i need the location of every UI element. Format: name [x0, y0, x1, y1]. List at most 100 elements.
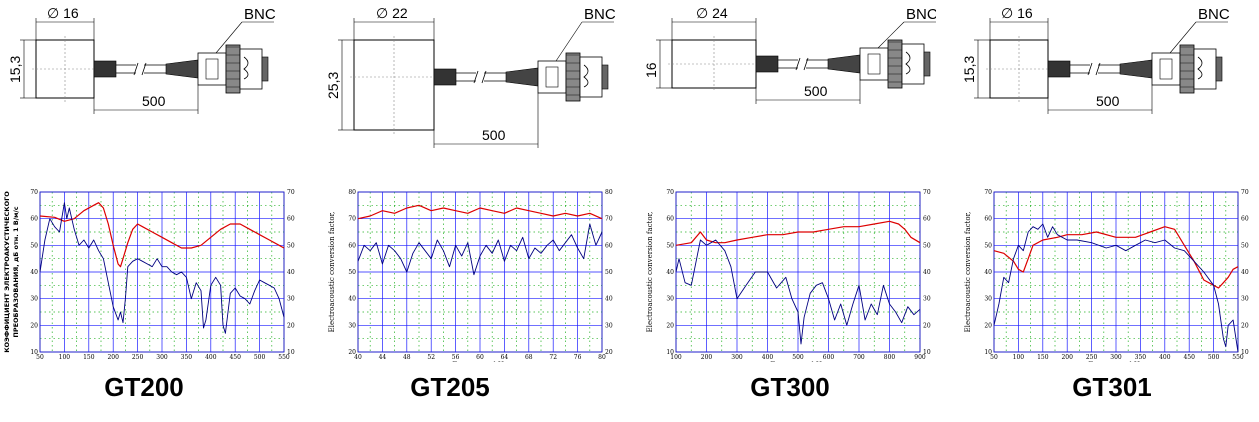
- x-tick-label: 200: [1061, 354, 1073, 361]
- connector-detail: [867, 53, 881, 75]
- model-label: GT205: [410, 372, 490, 402]
- y2-tick-label: 10: [1241, 349, 1249, 356]
- x-tick-label: 450: [229, 354, 241, 361]
- sensor-gt205: ∅ 22 25,3 BNC 500 40 44 48 52 56 60 64 68 72 76 80 20 2…: [318, 0, 618, 422]
- y-tick-label: 30: [984, 296, 992, 303]
- y2-tick-label: 20: [923, 322, 931, 329]
- y2-tick-label: 50: [923, 242, 931, 249]
- x-tick-label: 550: [278, 354, 290, 361]
- bnc-bayonet: [239, 48, 263, 90]
- x-tick-label: 60: [476, 354, 484, 361]
- series-line-blue: [993, 223, 1239, 353]
- sensor-drawing: ∅ 16 15,3 BNC 500: [961, 5, 1230, 114]
- cable-length-dimension: 500: [804, 83, 828, 99]
- x-tick-label: 550: [1232, 354, 1244, 361]
- x-axis-label: Frequency, kHz: [770, 361, 826, 362]
- y-tick-label: 70: [348, 216, 356, 223]
- y-axis-label: Electroacoustic conversion factor,: [328, 212, 336, 333]
- height-dimension: 25,3: [325, 72, 341, 99]
- height-dimension: 15,3: [7, 56, 23, 83]
- series-line-blue: [357, 223, 603, 276]
- sensor-drawing: ∅ 24 16 BNC 500: [643, 5, 936, 104]
- connector-detail: [205, 58, 219, 80]
- y2-tick-label: 80: [605, 189, 613, 196]
- y-tick-label: 20: [30, 322, 38, 329]
- y2-tick-label: 30: [605, 322, 613, 329]
- y2-tick-label: 70: [1241, 189, 1249, 196]
- x-tick-label: 150: [1037, 354, 1049, 361]
- y-tick-label: 60: [984, 216, 992, 223]
- sensor-gt300: ∅ 24 16 BNC 500 100 200 300 400 500 600 700 800 900…: [636, 0, 936, 422]
- y2-tick-label: 40: [923, 269, 931, 276]
- y2-tick-label: 40: [1241, 269, 1249, 276]
- y2-tick-label: 20: [287, 322, 295, 329]
- height-dimension: 16: [643, 62, 659, 78]
- y-tick-label: 10: [30, 349, 38, 356]
- x-tick-label: 700: [853, 354, 865, 361]
- y2-tick-label: 30: [923, 296, 931, 303]
- x-tick-label: 300: [156, 354, 168, 361]
- bayonet-slot: [1197, 56, 1203, 80]
- y-tick-label: 20: [348, 349, 356, 356]
- x-tick-label: 100: [670, 354, 682, 361]
- y-tick-label: 30: [348, 322, 356, 329]
- x-tick-label: 40: [354, 354, 362, 361]
- diameter-dimension: ∅ 24: [696, 5, 728, 21]
- y-tick-label: 50: [348, 269, 356, 276]
- connector-boot: [165, 59, 199, 79]
- y-tick-label: 60: [30, 216, 38, 223]
- x-tick-label: 500: [1208, 354, 1220, 361]
- x-tick-label: 48: [403, 354, 411, 361]
- x-tick-label: 350: [1135, 354, 1147, 361]
- model-label: GT200: [104, 372, 184, 402]
- y2-tick-label: 20: [1241, 322, 1249, 329]
- y-tick-label: 10: [666, 349, 674, 356]
- series-line-blue: [675, 239, 921, 345]
- x-tick-label: 450: [1183, 354, 1195, 361]
- sensor-gt301: ∅ 16 15,3 BNC 500 50 100 150 200 250 300 350 400 45…: [954, 0, 1254, 422]
- y-tick-label: 30: [30, 296, 38, 303]
- cable-break: [1087, 62, 1093, 76]
- y2-tick-label: 70: [605, 216, 613, 223]
- x-tick-label: 400: [762, 354, 774, 361]
- cable-length-dimension: 500: [482, 127, 506, 143]
- y2-tick-label: 70: [287, 189, 295, 196]
- x-tick-label: 400: [205, 354, 217, 361]
- x-axis-label: ЧАСТОТА, кГц: [136, 361, 189, 362]
- y2-tick-label: 60: [923, 216, 931, 223]
- connector-label: BNC: [584, 6, 616, 23]
- connector-body: [1151, 52, 1181, 86]
- connector-body: [197, 52, 227, 86]
- x-tick-label: 400: [1159, 354, 1171, 361]
- x-tick-label: 76: [574, 354, 582, 361]
- x-axis-label: Frequency, kHz: [452, 361, 508, 362]
- cable-break: [473, 70, 479, 84]
- y2-tick-label: 20: [605, 349, 613, 356]
- strain-relief: [433, 68, 457, 86]
- connector-body: [859, 47, 889, 81]
- x-tick-label: 50: [36, 354, 44, 361]
- model-label: GT300: [750, 372, 830, 402]
- y2-tick-label: 60: [605, 242, 613, 249]
- y-tick-label: 50: [984, 242, 992, 249]
- y2-tick-label: 40: [605, 296, 613, 303]
- x-tick-label: 600: [823, 354, 835, 361]
- connector-body: [537, 60, 567, 94]
- bnc-knurl: [565, 52, 581, 102]
- series-line-red: [39, 202, 285, 268]
- y2-tick-label: 10: [923, 349, 931, 356]
- x-tick-label: 150: [83, 354, 95, 361]
- x-axis-label: Frequency, kHz: [1088, 361, 1144, 362]
- strain-relief: [1047, 60, 1071, 78]
- bnc-bayonet: [901, 43, 925, 85]
- x-tick-label: 800: [884, 354, 896, 361]
- connector-detail: [545, 66, 559, 88]
- bnc-bayonet: [1193, 48, 1217, 90]
- y-tick-label: 70: [984, 189, 992, 196]
- y-tick-label: 20: [666, 322, 674, 329]
- leader-line: [555, 21, 583, 62]
- bnc-tip: [601, 64, 609, 90]
- strain-relief: [93, 60, 117, 78]
- bnc-knurl: [1179, 44, 1195, 94]
- y-tick-label: 50: [666, 242, 674, 249]
